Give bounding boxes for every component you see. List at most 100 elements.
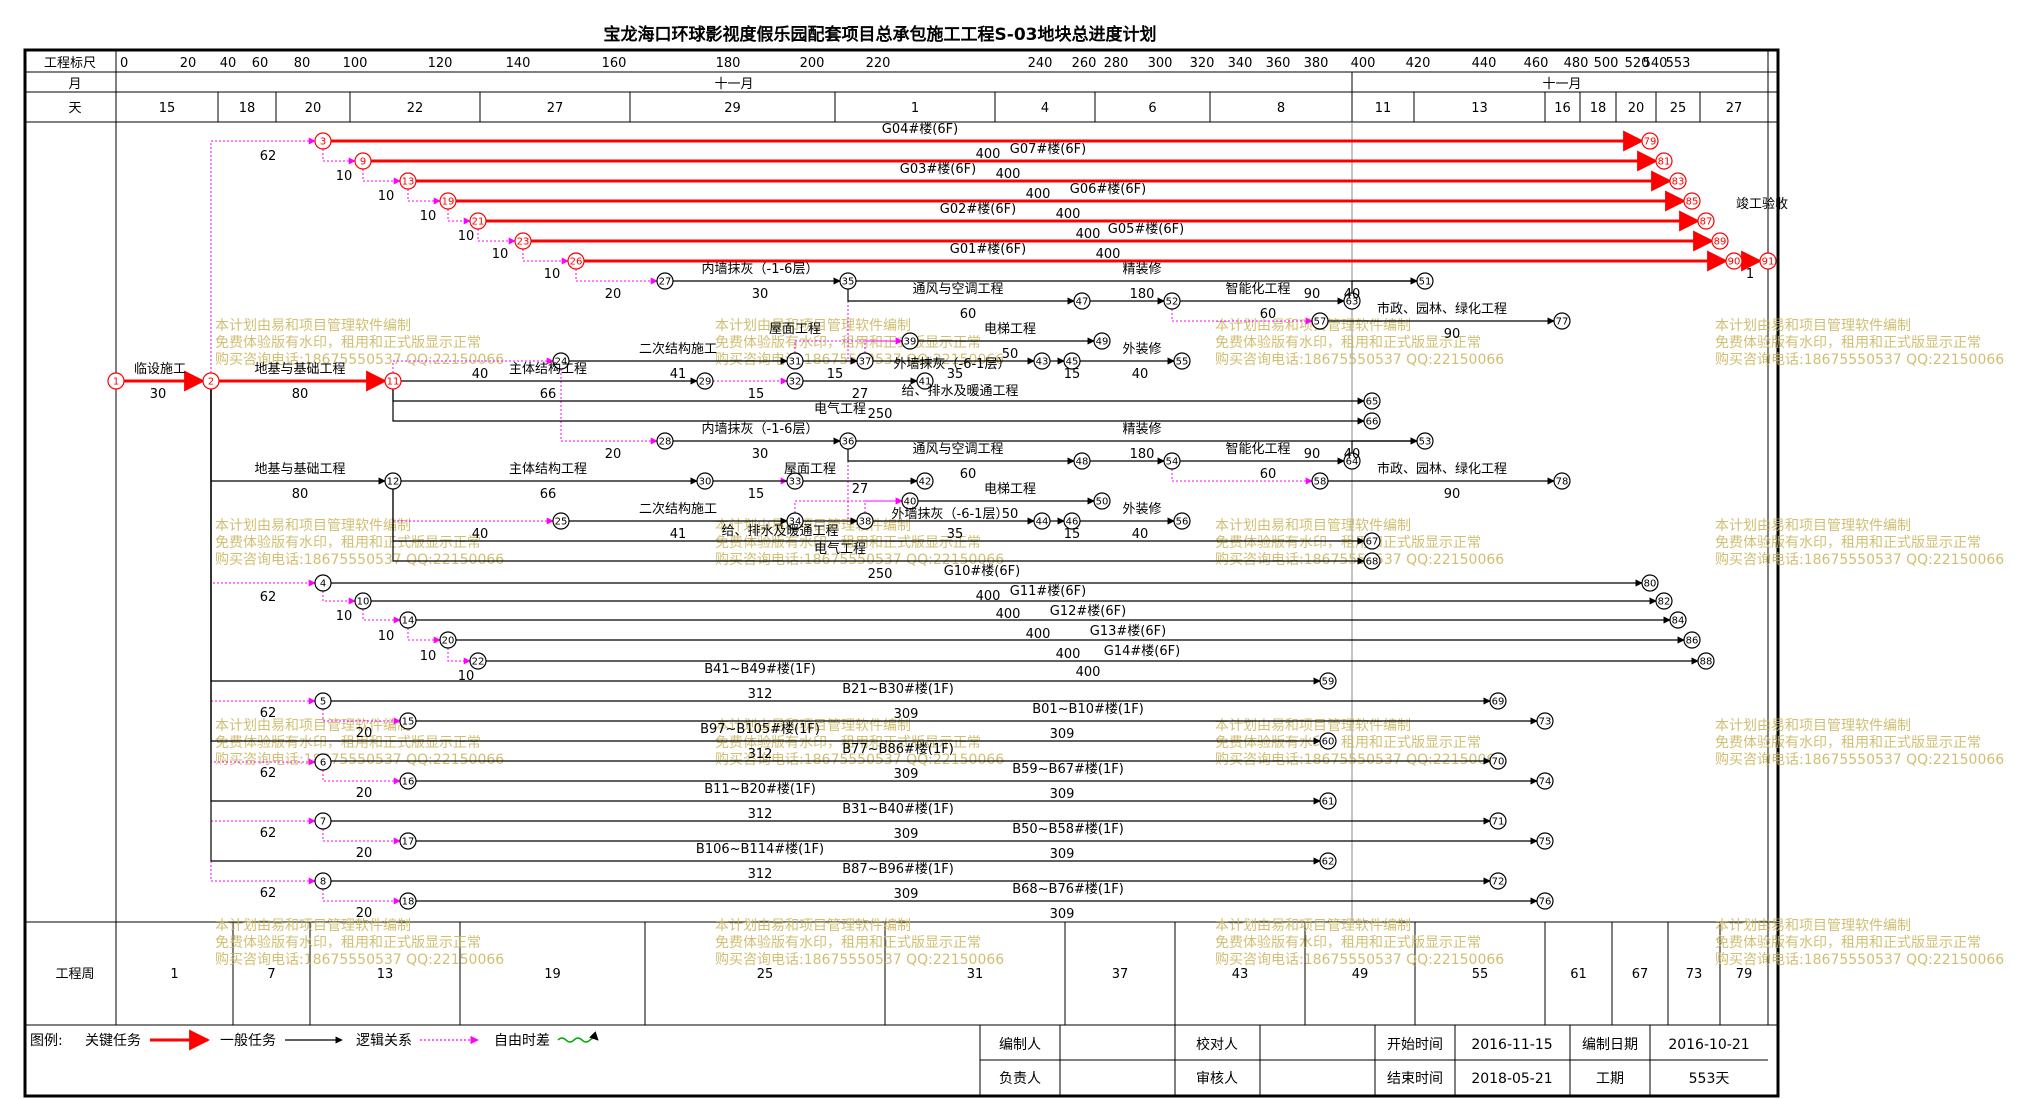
event-node [1173, 512, 1191, 530]
task-label: B77~B86#楼(1F) [842, 742, 954, 757]
task-duration: 400 [996, 167, 1021, 182]
task-label: G06#楼(6F) [1070, 182, 1146, 197]
week-cell: 43 [1232, 967, 1249, 982]
event-node [1489, 872, 1507, 890]
watermark-line: 本计划由易和项目管理软件编制 [215, 918, 411, 934]
watermark-line: 购买咨询电话:18675550537 QQ:22150066 [1215, 952, 1504, 968]
task-label: G01#楼(6F) [950, 242, 1026, 257]
event-node-label: 89 [1714, 237, 1727, 248]
event-node [1343, 452, 1361, 470]
task-duration: 40 [1132, 367, 1149, 382]
event-node [1683, 631, 1701, 649]
watermark-line: 购买咨询电话:18675550537 QQ:22150066 [715, 952, 1004, 968]
event-node-label: 32 [789, 377, 802, 388]
task-duration: 27 [852, 482, 869, 497]
day-cell: 25 [1670, 101, 1687, 116]
event-node-label: 58 [1314, 477, 1327, 488]
event-node-label: 23 [517, 237, 530, 248]
event-node-label: 69 [1492, 697, 1505, 708]
scale-tick: 380 [1304, 56, 1329, 71]
task-duration: 90 [1304, 287, 1321, 302]
footer [979, 1025, 1768, 1096]
event-node [1173, 352, 1191, 370]
scale-tick: 160 [602, 56, 627, 71]
scale-tick: 440 [1472, 56, 1497, 71]
week-cell: 67 [1632, 967, 1649, 982]
watermark-line: 免费体验版有水印，租用和正式版显示正常 [1215, 735, 1481, 751]
event-node [786, 512, 804, 530]
task-duration: 27 [852, 387, 869, 402]
event-node [1343, 292, 1361, 310]
task-label: 电梯工程 [984, 482, 1036, 497]
scale-label: 工程标尺 [44, 56, 96, 71]
event-node [399, 611, 417, 629]
task-label: G03#楼(6F) [900, 162, 976, 177]
task-duration: 20 [356, 786, 373, 801]
day-cell: 22 [407, 101, 424, 116]
event-node [314, 692, 332, 710]
event-node [107, 372, 125, 390]
chart-frame [23, 48, 1780, 1098]
task-arrow [794, 497, 903, 513]
event-node-label: 47 [1076, 297, 1089, 308]
event-node [1655, 592, 1673, 610]
event-node [839, 272, 857, 290]
watermark-line: 购买咨询电话:18675550537 QQ:22150066 [215, 752, 504, 768]
watermark-line: 本计划由易和项目管理软件编制 [1215, 518, 1411, 534]
month-cell: 十一月 [1542, 77, 1581, 92]
event-node [1416, 272, 1434, 290]
task-duration: 10 [336, 609, 353, 624]
watermark-line: 本计划由易和项目管理软件编制 [1715, 718, 1911, 734]
task-arrow [1171, 309, 1313, 325]
scale-tick: 480 [1564, 56, 1589, 71]
task-label: 外装修 [1122, 342, 1161, 357]
task-arrow [864, 337, 903, 353]
event-node-label: 1 [113, 377, 119, 388]
watermark-line: 免费体验版有水印，租用和正式版显示正常 [1215, 335, 1481, 351]
task-arrow [362, 169, 401, 185]
task-label: G12#楼(6F) [1050, 604, 1126, 619]
event-node-label: 73 [1539, 717, 1552, 728]
event-node [856, 512, 874, 530]
event-node [1363, 412, 1381, 430]
event-node-label: 81 [1658, 157, 1671, 168]
watermark-line: 本计划由易和项目管理软件编制 [1215, 718, 1411, 734]
task-arrow [1351, 437, 1418, 453]
watermark-line: 免费体验版有水印，租用和正式版显示正常 [215, 335, 481, 351]
day-label: 天 [68, 101, 81, 116]
day-cell: 11 [1375, 101, 1392, 116]
watermark-line: 免费体验版有水印，租用和正式版显示正常 [1715, 535, 1981, 551]
event-node [439, 631, 457, 649]
event-node-label: 15 [402, 717, 415, 728]
event-node-label: 49 [1096, 337, 1109, 348]
watermark-line: 本计划由易和项目管理软件编制 [215, 518, 411, 534]
event-node [552, 512, 570, 530]
task-label: 给、排水及暖通工程 [721, 524, 838, 539]
event-node [1363, 552, 1381, 570]
task-duration: 309 [1050, 847, 1075, 862]
event-node-label: 66 [1366, 417, 1379, 428]
event-node-label: 41 [919, 377, 932, 388]
watermark-line: 购买咨询电话:18675550537 QQ:22150066 [715, 552, 1004, 568]
task-duration: 62 [260, 149, 277, 164]
event-node [1536, 832, 1554, 850]
task-duration: 30 [752, 447, 769, 462]
event-node-label: 8 [320, 877, 326, 888]
event-node [1073, 292, 1091, 310]
event-node-label: 85 [1686, 197, 1699, 208]
task-label: 主体结构工程 [509, 362, 587, 377]
week-cell: 37 [1112, 967, 1129, 982]
task-arrow [210, 137, 316, 373]
task-duration: 62 [260, 706, 277, 721]
month-cells: 十一月 十一月 [714, 77, 1581, 92]
month-label: 月 [68, 77, 81, 92]
scale-tick: 400 [1351, 56, 1376, 71]
event-node [901, 332, 919, 350]
task-duration: 10 [420, 209, 437, 224]
task-label: 外墙抹灰（-6-1层） [894, 357, 1011, 372]
watermark-line: 本计划由易和项目管理软件编制 [215, 318, 411, 334]
event-node-label: 42 [919, 477, 932, 488]
task-duration: 10 [336, 169, 353, 184]
event-node [786, 372, 804, 390]
task-duration: 41 [670, 367, 687, 382]
